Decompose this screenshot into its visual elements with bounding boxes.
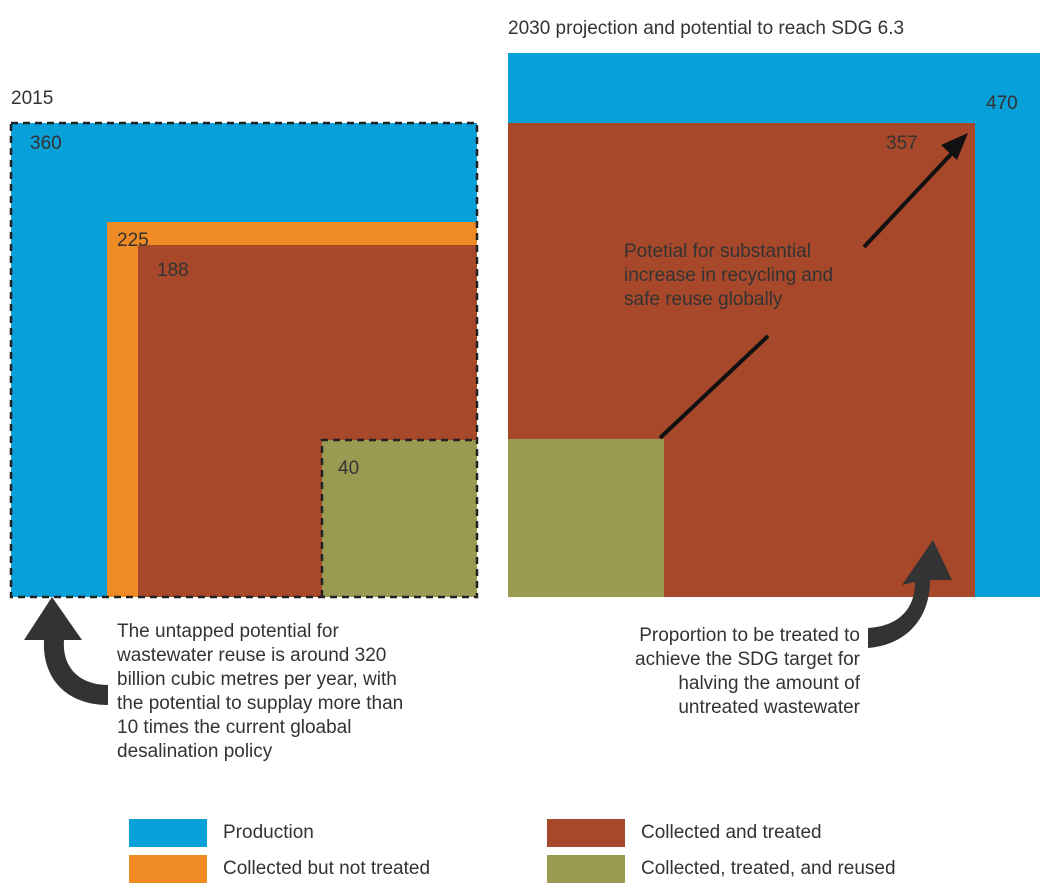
potential-note-line: safe reuse globally (624, 289, 783, 310)
legend-swatch-production (129, 819, 207, 847)
left-reused-value: 40 (338, 458, 360, 479)
potential-note-line: Potetial for substantial (624, 241, 811, 262)
potential-arrow-head (941, 133, 968, 160)
untapped-note-line: 10 times the current gloabal (117, 717, 352, 738)
untapped-note-line: wastewater reuse is around 320 (117, 645, 387, 666)
potential-arrow-line-lower (658, 334, 770, 440)
legend-item-reused: Collected, treated, and reused (547, 855, 896, 883)
legend-swatch-reused (547, 855, 625, 883)
untapped-note-line: the potential to supplay more than (117, 693, 404, 714)
legend-swatch-collected-not-treated (129, 855, 207, 883)
untapped-note-line: The untapped potential for (117, 621, 339, 642)
potential-note-line: increase in recycling and (624, 265, 834, 286)
proportion-note: Proportion to be treated to achieve the … (560, 624, 860, 720)
legend-label-reused: Collected, treated, and reused (641, 858, 896, 879)
left-reused-square (322, 440, 477, 597)
left-panel-title: 2015 (11, 88, 54, 109)
proportion-note-line: Proportion to be treated to (639, 625, 860, 646)
right-panel-title: 2030 projection and potential to reach S… (508, 18, 905, 39)
left-treated-value: 188 (157, 260, 189, 281)
legend-item-collected-treated: Collected and treated (547, 819, 822, 847)
right-treated-value: 357 (886, 133, 918, 154)
potential-arrow-line-upper (862, 148, 957, 249)
proportion-curved-arrow (868, 540, 952, 648)
proportion-note-line: halving the amount of (678, 673, 860, 694)
legend-label-production: Production (223, 822, 314, 843)
untapped-curved-arrow (24, 597, 108, 705)
untapped-note-line: billion cubic metres per year, with (117, 669, 397, 690)
right-production-value: 470 (986, 93, 1018, 114)
legend-swatch-collected-treated (547, 819, 625, 847)
left-reused-dashed-outline (320, 438, 477, 597)
proportion-note-line: untreated wastewater (678, 697, 860, 718)
right-reused-square (508, 439, 664, 597)
untapped-note-line: desalination policy (117, 741, 273, 762)
left-production-dashed-outline (9, 121, 479, 599)
legend-item-collected-not-treated: Collected but not treated (129, 855, 430, 883)
potential-note: Potetial for substantial increase in rec… (624, 240, 833, 312)
legend-item-production: Production (129, 819, 314, 847)
legend-label-collected-not-treated: Collected but not treated (223, 858, 431, 879)
left-collected-value: 225 (117, 230, 149, 251)
left-production-value: 360 (30, 133, 62, 154)
proportion-note-line: achieve the SDG target for (635, 649, 860, 670)
legend-label-collected-treated: Collected and treated (641, 822, 822, 843)
untapped-note: The untapped potential for wastewater re… (117, 620, 403, 764)
